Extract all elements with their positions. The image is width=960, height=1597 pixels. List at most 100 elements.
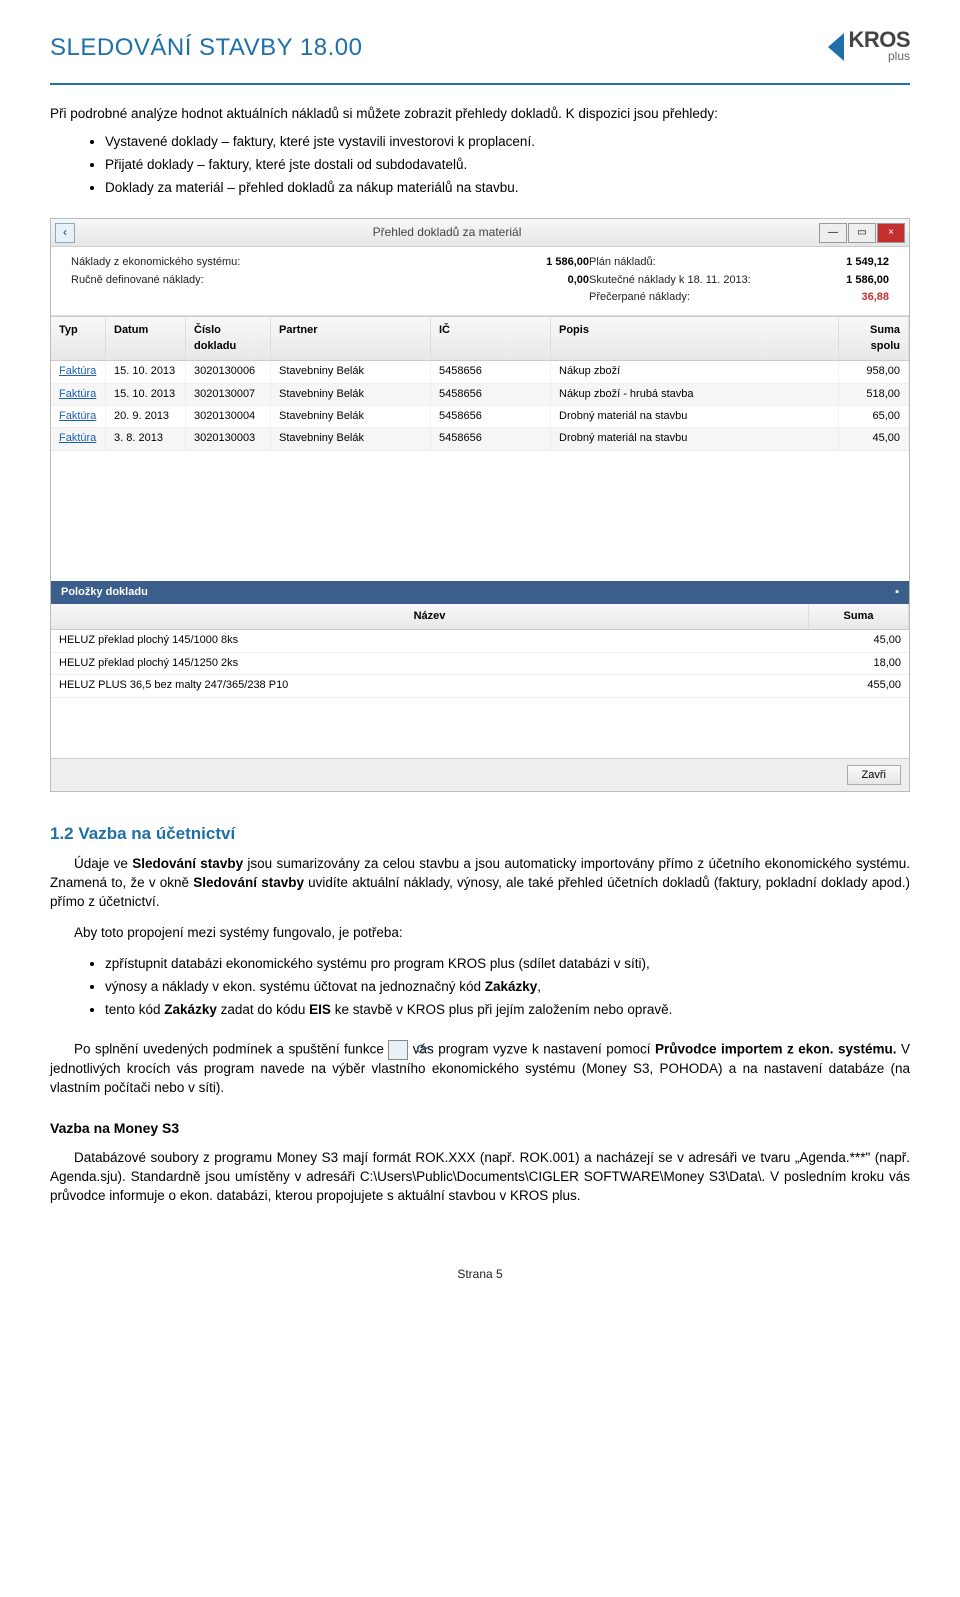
cell-popis: Drobný materiál na stavbu — [551, 406, 839, 427]
polozky-row[interactable]: HELUZ překlad plochý 145/1000 8ks45,00 — [51, 630, 909, 652]
col-header-ic[interactable]: IČ — [431, 317, 551, 360]
polozky-cell-suma: 455,00 — [809, 675, 909, 696]
intro-bullet: Doklady za materiál – přehled dokladů za… — [105, 179, 910, 198]
polozky-cell-nazev: HELUZ překlad plochý 145/1000 8ks — [51, 630, 809, 651]
summary-label: Ručně definované náklady: — [71, 273, 204, 288]
section-heading-1-2: 1.2 Vazba na účetnictví — [50, 822, 910, 846]
summary-label: Náklady z ekonomického systému: — [71, 255, 240, 270]
cell-typ[interactable]: Faktúra — [51, 361, 106, 382]
minimize-button[interactable]: — — [819, 223, 847, 243]
dialog-footer: Zavři — [51, 758, 909, 791]
table-row[interactable]: Faktúra15. 10. 20133020130007Stavebniny … — [51, 384, 909, 406]
cell-cislo: 3020130006 — [186, 361, 271, 382]
polozky-cell-suma: 45,00 — [809, 630, 909, 651]
summary-panel: Náklady z ekonomického systému:1 586,00 … — [51, 247, 909, 316]
window-title: Přehled dokladů za materiál — [75, 224, 819, 241]
header-divider — [50, 83, 910, 85]
grid-header: Typ Datum Číslo dokladu Partner IČ Popis… — [51, 316, 909, 361]
polozky-row[interactable]: HELUZ překlad plochý 145/1250 2ks18,00 — [51, 653, 909, 675]
summary-value: 1 586,00 — [519, 255, 589, 270]
summary-label: Přečerpané náklady: — [589, 290, 690, 305]
summary-value-overdrawn: 36,88 — [819, 290, 889, 305]
col-header-partner[interactable]: Partner — [271, 317, 431, 360]
refresh-icon — [388, 1040, 408, 1060]
polozky-row[interactable]: HELUZ PLUS 36,5 bez malty 247/365/238 P1… — [51, 675, 909, 697]
section-paragraph: Aby toto propojení mezi systémy fungoval… — [50, 924, 910, 943]
grid-empty-area — [51, 451, 909, 581]
table-row[interactable]: Faktúra20. 9. 20133020130004Stavebniny B… — [51, 406, 909, 428]
cell-popis: Nákup zboží - hrubá stavba — [551, 384, 839, 405]
intro-bullet: Přijaté doklady – faktury, které jste do… — [105, 156, 910, 175]
col-header-typ[interactable]: Typ — [51, 317, 106, 360]
page-footer: Strana 5 — [50, 1266, 910, 1283]
cell-datum: 20. 9. 2013 — [106, 406, 186, 427]
section-paragraph: Po splnění uvedených podmínek a spuštění… — [50, 1040, 910, 1098]
page-header: SLEDOVÁNÍ STAVBY 18.00 KROS plus — [50, 30, 910, 65]
col-header-datum[interactable]: Datum — [106, 317, 186, 360]
cell-ic: 5458656 — [431, 384, 551, 405]
polozky-cell-nazev: HELUZ PLUS 36,5 bez malty 247/365/238 P1… — [51, 675, 809, 696]
cell-datum: 15. 10. 2013 — [106, 361, 186, 382]
cell-datum: 3. 8. 2013 — [106, 428, 186, 449]
cell-suma: 65,00 — [839, 406, 909, 427]
logo: KROS plus — [828, 30, 910, 65]
polozky-cell-suma: 18,00 — [809, 653, 909, 674]
cell-popis: Nákup zboží — [551, 361, 839, 382]
cell-partner: Stavebniny Belák — [271, 428, 431, 449]
table-row[interactable]: Faktúra15. 10. 20133020130006Stavebniny … — [51, 361, 909, 383]
col-header-suma[interactable]: Suma spolu — [839, 317, 909, 360]
col-header-cislo[interactable]: Číslo dokladu — [186, 317, 271, 360]
polozky-col-suma[interactable]: Suma — [809, 604, 909, 629]
cell-cislo: 3020130007 — [186, 384, 271, 405]
cell-typ[interactable]: Faktúra — [51, 428, 106, 449]
cell-partner: Stavebniny Belák — [271, 361, 431, 382]
cell-partner: Stavebniny Belák — [271, 384, 431, 405]
moneys3-paragraph: Databázové soubory z programu Money S3 m… — [50, 1149, 910, 1206]
polozky-columns: Název Suma — [51, 604, 909, 630]
table-row[interactable]: Faktúra3. 8. 20133020130003Stavebniny Be… — [51, 428, 909, 450]
summary-value: 1 586,00 — [819, 273, 889, 288]
close-button[interactable]: × — [877, 223, 905, 243]
cell-ic: 5458656 — [431, 406, 551, 427]
summary-label: Plán nákladů: — [589, 255, 656, 270]
cell-cislo: 3020130004 — [186, 406, 271, 427]
polozky-body: HELUZ překlad plochý 145/1000 8ks45,00HE… — [51, 630, 909, 697]
zavri-button[interactable]: Zavři — [847, 765, 901, 785]
cell-suma: 518,00 — [839, 384, 909, 405]
cell-partner: Stavebniny Belák — [271, 406, 431, 427]
logo-text: KROS — [848, 30, 910, 50]
logo-chevron-icon — [828, 33, 844, 61]
cell-cislo: 3020130003 — [186, 428, 271, 449]
polozky-title: Položky dokladu — [61, 585, 148, 600]
section-bullets: zpřístupnit databázi ekonomického systém… — [105, 955, 910, 1020]
intro-bullet: Vystavené doklady – faktury, které jste … — [105, 133, 910, 152]
maximize-button[interactable]: ▭ — [848, 223, 876, 243]
list-item: zpřístupnit databázi ekonomického systém… — [105, 955, 910, 974]
cell-datum: 15. 10. 2013 — [106, 384, 186, 405]
polozky-cell-nazev: HELUZ překlad plochý 145/1250 2ks — [51, 653, 809, 674]
subheading-moneys3: Vazba na Money S3 — [50, 1119, 910, 1139]
cell-suma: 958,00 — [839, 361, 909, 382]
polozky-header: Položky dokladu ▪ — [51, 581, 909, 604]
document-title: SLEDOVÁNÍ STAVBY 18.00 — [50, 31, 362, 65]
polozky-col-nazev[interactable]: Název — [51, 604, 809, 629]
cell-typ[interactable]: Faktúra — [51, 384, 106, 405]
cell-popis: Drobný materiál na stavbu — [551, 428, 839, 449]
summary-label: Skutečné náklady k 18. 11. 2013: — [589, 273, 751, 288]
grid-body: Faktúra15. 10. 20133020130006Stavebniny … — [51, 361, 909, 451]
cell-ic: 5458656 — [431, 361, 551, 382]
list-item: tento kód Zakázky zadat do kódu EIS ke s… — [105, 1001, 910, 1020]
intro-text: Při podrobné analýze hodnot aktuálních n… — [50, 105, 910, 124]
cell-ic: 5458656 — [431, 428, 551, 449]
cell-typ[interactable]: Faktúra — [51, 406, 106, 427]
intro-bullets: Vystavené doklady – faktury, které jste … — [105, 133, 910, 198]
back-button[interactable]: ‹ — [55, 223, 75, 243]
window-titlebar: ‹ Přehled dokladů za materiál — ▭ × — [51, 219, 909, 247]
dialog-screenshot: ‹ Přehled dokladů za materiál — ▭ × Nákl… — [50, 218, 910, 791]
cell-suma: 45,00 — [839, 428, 909, 449]
polozky-toggle-icon[interactable]: ▪ — [895, 585, 899, 600]
summary-value: 0,00 — [519, 273, 589, 288]
list-item: výnosy a náklady v ekon. systému účtovat… — [105, 978, 910, 997]
summary-value: 1 549,12 — [819, 255, 889, 270]
col-header-popis[interactable]: Popis — [551, 317, 839, 360]
